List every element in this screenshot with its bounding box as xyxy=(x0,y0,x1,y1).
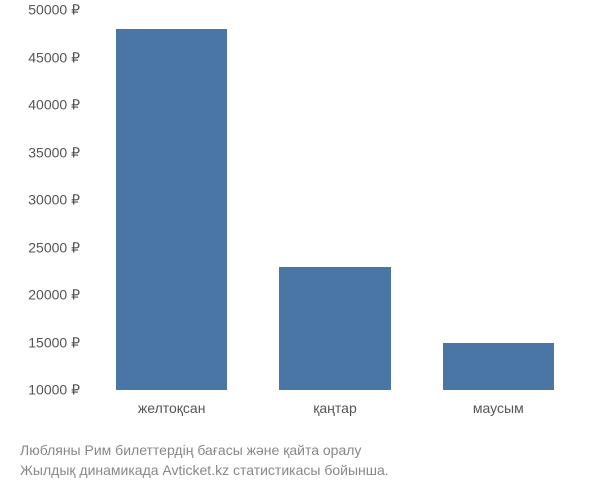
y-tick-label: 10000 ₽ xyxy=(28,382,80,399)
y-tick-label: 15000 ₽ xyxy=(28,334,80,351)
caption-line-1: Любляны Рим билеттердің бағасы және қайт… xyxy=(20,440,580,460)
x-tick-label: қаңтар xyxy=(313,400,356,416)
y-axis: 10000 ₽15000 ₽20000 ₽25000 ₽30000 ₽35000… xyxy=(0,10,90,390)
x-tick-label: маусым xyxy=(473,400,524,416)
y-tick-label: 35000 ₽ xyxy=(28,144,80,161)
chart-caption: Любляны Рим билеттердің бағасы және қайт… xyxy=(20,440,580,481)
bar xyxy=(443,343,554,391)
x-tick-label: желтоқсан xyxy=(138,400,206,416)
caption-line-2: Жылдық динамикада Avticket.kz статистика… xyxy=(20,460,580,480)
plot-area xyxy=(90,10,580,390)
y-tick-label: 20000 ₽ xyxy=(28,287,80,304)
bar xyxy=(116,29,227,390)
y-tick-label: 50000 ₽ xyxy=(28,2,80,19)
chart-container: 10000 ₽ 15000 ₽ 20000 ₽ 25000 ₽ 30000 ₽ 35000… xyxy=(0,0,600,500)
y-tick-label: 40000 ₽ xyxy=(28,97,80,114)
y-tick-label: 25000 ₽ xyxy=(28,239,80,256)
y-tick-label: 30000 ₽ xyxy=(28,192,80,209)
x-axis: желтоқсан қаңтар маусым xyxy=(90,395,580,425)
bar xyxy=(279,267,390,391)
y-tick-label: 45000 ₽ xyxy=(28,49,80,66)
